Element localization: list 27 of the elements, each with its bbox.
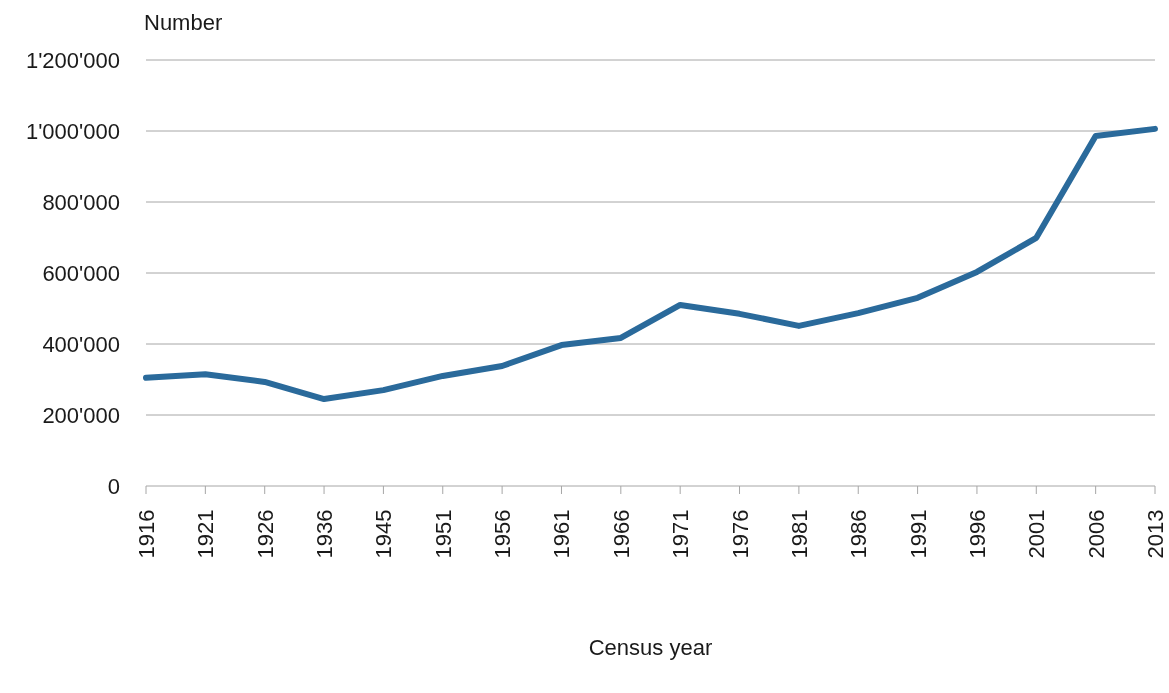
x-tick-label: 2006 bbox=[1083, 509, 1109, 559]
y-tick-label: 600'000 bbox=[42, 260, 120, 286]
x-tick-label: 1916 bbox=[134, 509, 159, 559]
y-tick-label: 0 bbox=[107, 473, 120, 499]
y-tick-label: 800'000 bbox=[42, 189, 120, 215]
x-tick-label: 1981 bbox=[786, 509, 812, 559]
x-tick-label: 2013 bbox=[1143, 509, 1168, 559]
x-tick-label: 2001 bbox=[1024, 509, 1050, 559]
x-axis-title: Census year bbox=[588, 635, 713, 660]
x-tick-label: 1951 bbox=[430, 509, 456, 559]
x-tick-label: 1976 bbox=[727, 509, 753, 559]
y-axis-title: Number bbox=[144, 10, 223, 35]
y-tick-label: 1'200'000 bbox=[25, 47, 120, 73]
y-tick-label: 1'000'000 bbox=[25, 118, 120, 144]
x-tick-label: 1956 bbox=[490, 509, 516, 559]
y-tick-label: 200'000 bbox=[42, 402, 120, 428]
x-tick-label: 1945 bbox=[371, 509, 397, 559]
x-tick-label: 1971 bbox=[668, 509, 694, 559]
x-tick-label: 1996 bbox=[964, 509, 990, 559]
x-tick-label: 1986 bbox=[846, 509, 872, 559]
x-tick-label: 1921 bbox=[193, 509, 219, 559]
x-tick-label: 1966 bbox=[608, 509, 634, 559]
y-tick-label: 400'000 bbox=[42, 331, 120, 357]
x-tick-label: 1936 bbox=[312, 509, 338, 559]
x-tick-label: 1926 bbox=[252, 509, 278, 559]
x-tick-label: 1991 bbox=[905, 509, 931, 559]
x-tick-label: 1961 bbox=[549, 509, 575, 559]
